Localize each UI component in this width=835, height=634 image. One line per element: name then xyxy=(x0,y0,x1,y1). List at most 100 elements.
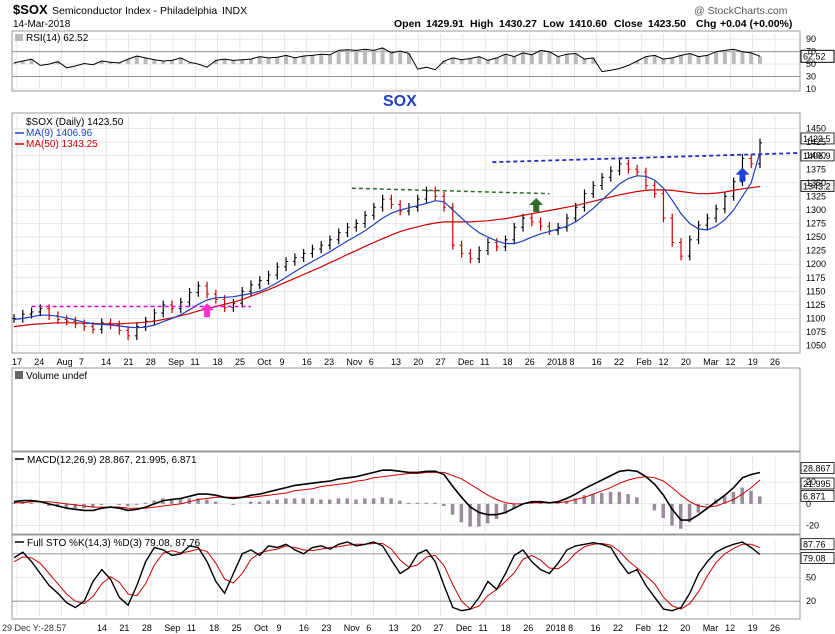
macd-histogram-bar xyxy=(740,487,744,504)
macd-last-value-label: 28.867 xyxy=(803,464,831,474)
price-legend-ma9: MA(9) 1406.96 xyxy=(26,128,93,139)
y-tick-label: -20 xyxy=(806,521,819,531)
low-label: Low xyxy=(543,18,565,30)
sto-x-tick-label: Nov xyxy=(344,623,361,633)
price-x-tick-label: 16 xyxy=(302,357,312,367)
rsi-last-value-box xyxy=(800,49,835,63)
macd-histogram-bar xyxy=(582,495,586,504)
chart-header: $SOX Semiconductor Index - Philadelphia … xyxy=(12,2,792,38)
sto-x-tick-label: 9 xyxy=(276,623,281,633)
macd-histogram-bar xyxy=(205,499,209,504)
macd-histogram-bar xyxy=(608,491,613,504)
price-x-tick-label: 27 xyxy=(436,357,446,367)
macd-histogram-bar xyxy=(705,503,709,505)
macd-histogram-bar xyxy=(196,498,200,504)
green-up-arrow-icon xyxy=(529,198,544,213)
price-x-tick-label: 11 xyxy=(190,357,199,367)
macd-histogram-bar xyxy=(442,503,446,507)
macd-histogram-bar xyxy=(292,498,297,504)
sto-x-tick-label: 12 xyxy=(725,623,735,633)
macd-histogram-bar xyxy=(169,498,174,504)
y-tick-label: 1450 xyxy=(806,124,826,134)
sto-last-value-label: 87.76 xyxy=(803,540,826,550)
rsi-legend-text: RSI(14) 62.52 xyxy=(26,33,89,44)
macd-line xyxy=(13,469,761,521)
macd-histogram-bar xyxy=(99,503,104,505)
price-x-tick-label: 18 xyxy=(213,357,223,367)
sto-x-tick-label: 20 xyxy=(680,623,690,633)
y-tick-label: 10 xyxy=(806,84,816,94)
y-tick-label: 1100 xyxy=(806,313,825,323)
sto-x-tick-label: 22 xyxy=(613,623,623,633)
sto-x-tick-label: 2018 xyxy=(546,623,566,633)
y-tick-label: 1250 xyxy=(806,232,826,242)
panel-frames xyxy=(11,30,801,620)
price-last-value-label: 1343.2 xyxy=(803,181,831,191)
price-x-tick-label: 6 xyxy=(369,357,374,367)
sto-last-value-box xyxy=(800,538,835,551)
sto-x-tick-label: 16 xyxy=(591,623,601,633)
stochastic-panel: 87.76 79.08 xyxy=(13,538,835,612)
open-value: 1429.91 xyxy=(426,18,464,30)
price-legend-symbol: $SOX (Daily) 1423.50 xyxy=(26,117,124,128)
macd-histogram-bar xyxy=(275,499,279,504)
price-x-tick-label: 14 xyxy=(101,357,111,367)
macd-histogram-bar xyxy=(336,498,341,504)
price-panel: 1423.5 1406.9 1343.2 xyxy=(12,132,835,341)
y-tick-label: 1175 xyxy=(806,273,825,283)
price-last-value-box xyxy=(800,180,835,192)
price-x-tick-label: 28 xyxy=(146,357,156,367)
pink-up-arrow-icon xyxy=(200,303,215,318)
macd-histogram-bar xyxy=(47,503,51,507)
macd-histogram-bar xyxy=(143,502,148,504)
macd-histogram-bar xyxy=(652,503,657,511)
sto-d-line xyxy=(13,542,761,610)
macd-histogram-bar xyxy=(90,503,95,508)
resistance-line-top xyxy=(492,152,801,164)
y-tick-label: 1200 xyxy=(806,259,826,269)
volume-panel-frame xyxy=(11,367,801,452)
macd-histogram-bar xyxy=(591,494,595,504)
y-tick-label: 1300 xyxy=(806,205,826,215)
macd-histogram-bar xyxy=(556,502,560,504)
sto-x-tick-label: 27 xyxy=(434,623,444,633)
macd-histogram-bar xyxy=(213,501,218,504)
rsi-legend: RSI(14) 62.52 xyxy=(15,33,89,44)
price-x-tick-label: 26 xyxy=(525,357,535,367)
close-label: Close xyxy=(614,18,643,30)
macd-histogram-bar xyxy=(134,503,139,505)
volume-legend: Volume undef xyxy=(15,371,87,382)
y-tick-label: 50 xyxy=(806,59,816,69)
y-tick-label: 1225 xyxy=(806,246,826,256)
resistance-line-mid xyxy=(351,187,550,195)
sto-x-tick-label: 20 xyxy=(411,623,421,633)
price-x-tick-label: Mar xyxy=(703,357,719,367)
price-x-tick-label: 19 xyxy=(748,357,758,367)
price-legend: $SOX (Daily) 1423.50 MA(9) 1406.96 MA(50… xyxy=(15,117,124,150)
macd-histogram-bar xyxy=(284,498,288,504)
macd-histogram-bar xyxy=(152,500,156,504)
open-label: Open xyxy=(394,18,421,30)
macd-histogram-bar xyxy=(485,503,490,524)
sto-x-tick-label: 16 xyxy=(299,623,309,633)
y-tick-label: 1275 xyxy=(806,219,826,229)
macd-histogram-bar xyxy=(617,491,622,504)
macd-histogram-bar xyxy=(635,497,639,504)
price-x-tick-label: Sep xyxy=(168,357,184,367)
price-x-tick-label: Aug xyxy=(57,357,73,367)
sto-x-tick-label: Dec xyxy=(456,623,473,633)
macd-histogram-bar xyxy=(380,497,385,504)
sto-x-tick-label: 11 xyxy=(478,623,487,633)
sto-x-tick-label: 14 xyxy=(97,623,107,633)
price-x-tick-label: Dec xyxy=(458,357,475,367)
high-value: 1430.27 xyxy=(499,18,537,30)
stochastic-legend: Full STO %K(14,3) %D(3) 79.08, 87.76 xyxy=(15,538,201,549)
macd-histogram-bar xyxy=(626,494,630,504)
macd-panel-frame xyxy=(11,451,801,535)
rsi-panel-frame xyxy=(11,30,801,92)
sto-x-tick-label: 25 xyxy=(232,623,242,633)
sto-x-tick-label: 19 xyxy=(748,623,758,633)
macd-histogram-bar xyxy=(354,499,358,504)
sto-x-tick-label: Oct xyxy=(254,623,269,633)
macd-histogram-bar xyxy=(573,498,578,504)
